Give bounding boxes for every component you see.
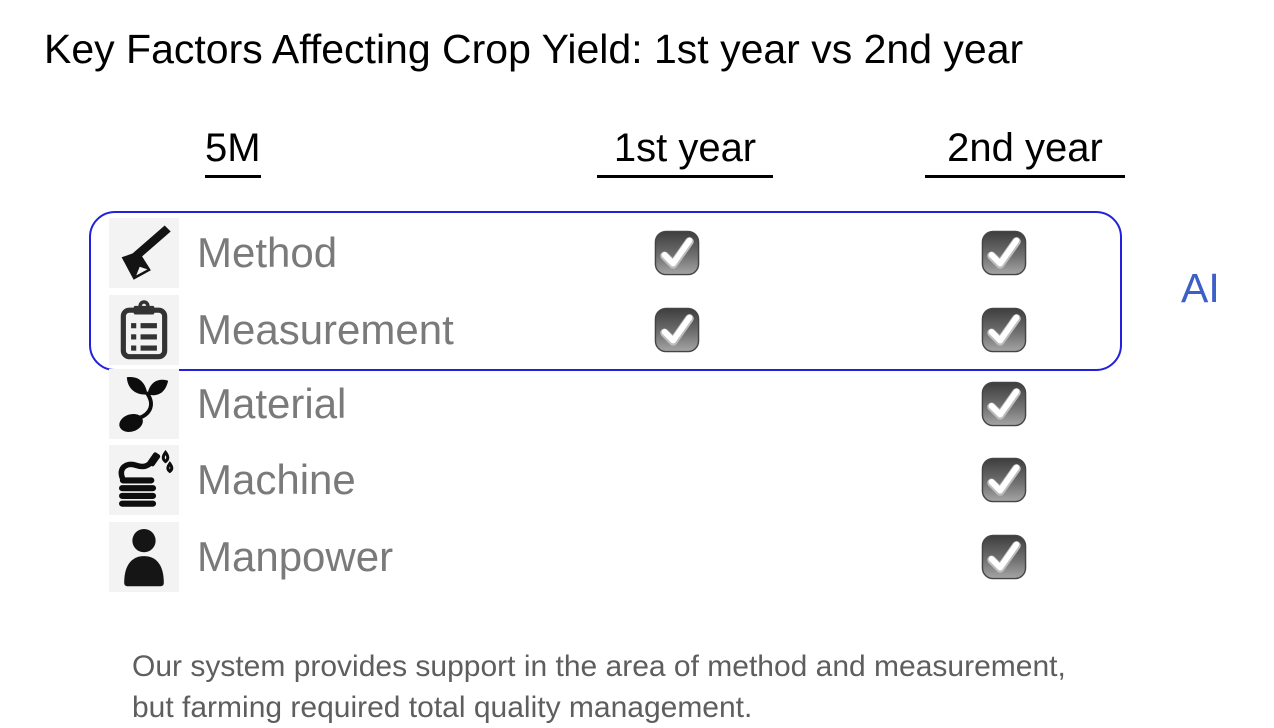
second-year-check checkmark-icon xyxy=(981,230,1027,276)
table-row: Material xyxy=(109,369,1027,439)
row-label: Material xyxy=(197,380,347,427)
column-header-second-year: 2nd year xyxy=(925,126,1125,178)
footer-note: Our system provides support in the area … xyxy=(132,646,1066,728)
sprout-icon xyxy=(109,369,179,439)
ai-annotation-label: AI xyxy=(1181,265,1220,311)
second-year-check checkmark-icon xyxy=(981,457,1027,503)
footer-note-line2: but farming required total quality manag… xyxy=(132,691,753,724)
ai-highlight-box xyxy=(89,211,1122,371)
second-year-check checkmark-icon xyxy=(981,307,1027,353)
footer-note-line1: Our system provides support in the area … xyxy=(132,650,1066,683)
first-year-check checkmark-icon xyxy=(654,307,700,353)
second-year-check checkmark-icon xyxy=(981,381,1027,427)
row-label: Manpower xyxy=(197,533,394,580)
table-row: Measurement xyxy=(109,295,1027,365)
page-title: Key Factors Affecting Crop Yield: 1st ye… xyxy=(44,26,1024,72)
table-row: Machine xyxy=(109,445,1027,515)
column-header-5m: 5M xyxy=(205,126,261,178)
column-header-first-year: 1st year xyxy=(597,126,773,178)
first-year-check checkmark-icon xyxy=(654,230,700,276)
person-icon xyxy=(109,522,179,592)
second-year-check checkmark-icon xyxy=(981,534,1027,580)
row-label: Machine xyxy=(197,456,356,503)
hoe-icon xyxy=(109,218,179,288)
table-row: Manpower xyxy=(109,522,1027,592)
row-label: Measurement xyxy=(197,306,454,353)
table-row: Method xyxy=(109,218,1027,288)
clipboard-icon xyxy=(109,295,179,365)
row-label: Method xyxy=(197,229,338,276)
hose-icon xyxy=(109,445,179,515)
